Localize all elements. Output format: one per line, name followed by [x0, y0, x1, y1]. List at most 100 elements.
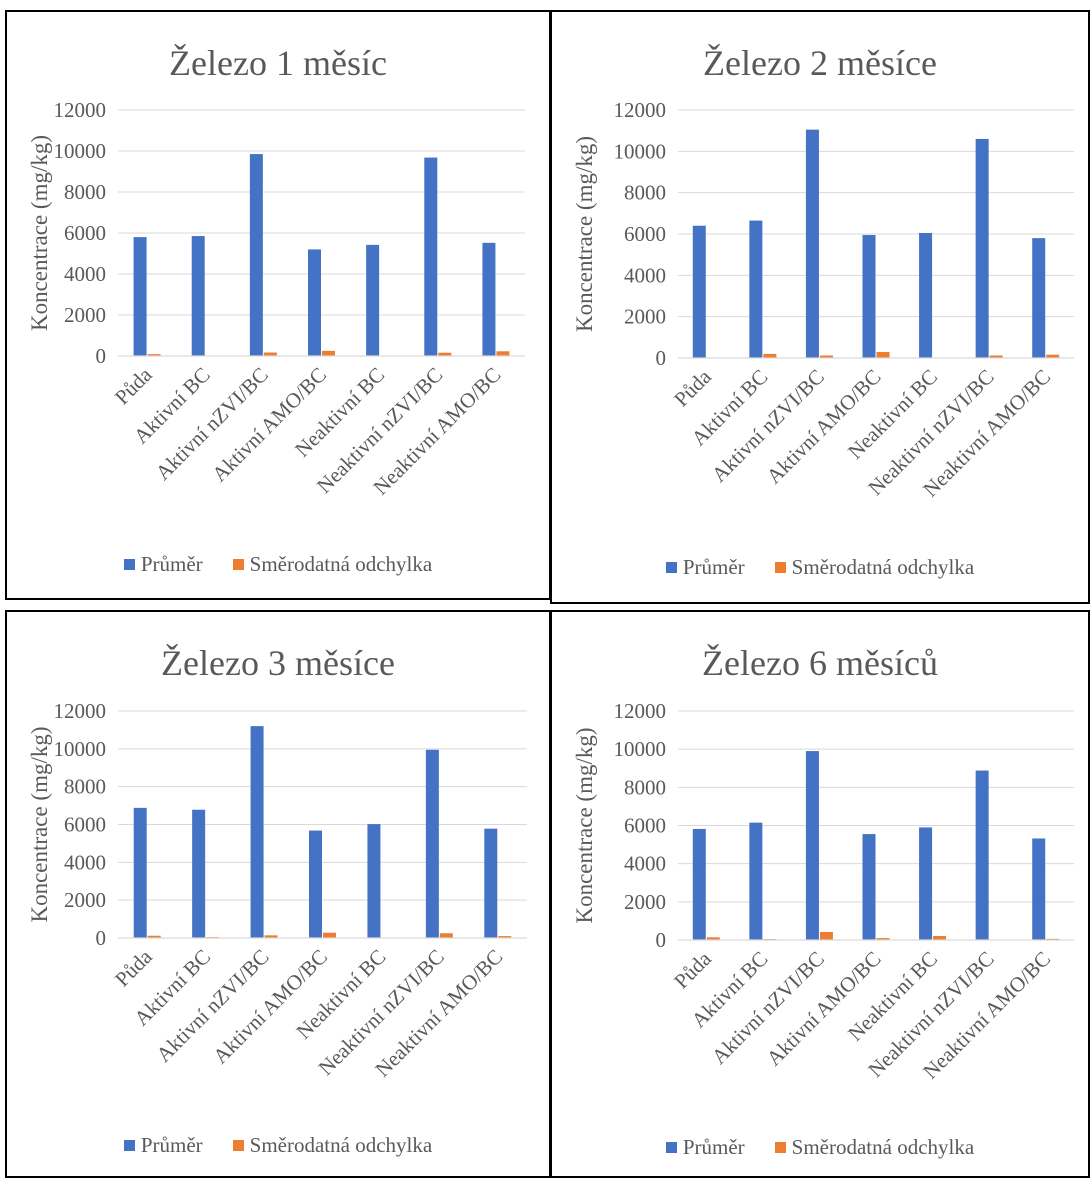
bar-mean	[805, 129, 819, 358]
legend-label-mean: Průměr	[682, 555, 745, 579]
bar-sd	[498, 936, 512, 938]
bar-sd	[322, 350, 335, 356]
bar-mean	[862, 235, 876, 358]
bar-mean	[749, 822, 763, 940]
legend-label-mean: Průměr	[140, 1133, 203, 1157]
y-tick-label: 4000	[64, 850, 106, 874]
legend-item-mean: Průměr	[123, 552, 203, 577]
legend-swatch-sd	[774, 562, 786, 573]
bar-sd	[147, 354, 161, 356]
legend-label-sd: Směrodatná odchylka	[249, 552, 433, 576]
bar-sd	[819, 931, 833, 940]
y-tick-label: 10000	[614, 737, 667, 761]
bar-sd	[819, 355, 833, 358]
legend-item-mean: Průměr	[123, 1133, 203, 1158]
bar-sd	[1046, 354, 1060, 358]
y-tick-label: 6000	[64, 221, 106, 245]
y-tick-label: 8000	[64, 775, 106, 799]
y-tick-label: 10000	[54, 737, 107, 761]
bar-mean	[424, 157, 438, 356]
y-axis-label: Koncentrace (mg/kg)	[27, 726, 52, 922]
chart-title: Železo 3 měsíce	[161, 643, 395, 683]
bar-mean	[749, 220, 763, 358]
y-tick-label: 6000	[64, 813, 106, 837]
bar-mean	[805, 751, 819, 940]
legend-swatch-mean	[123, 1140, 135, 1151]
x-tick-label: Půda	[669, 364, 716, 411]
bar-mean	[975, 770, 989, 940]
legend-item-mean: Průměr	[665, 1135, 745, 1160]
y-axis-label: Koncentrace (mg/kg)	[572, 136, 597, 332]
legend-item-mean: Průměr	[665, 555, 745, 580]
legend-label-sd: Směrodatná odchylka	[249, 1133, 433, 1157]
chart-panel-1: Železo 1 měsíc 0 2000 4000 6000 8000 10000 120…	[5, 10, 551, 600]
x-tick-label: Půda	[669, 946, 716, 993]
chart-legend: Průměr Směrodatná odchylka	[552, 555, 1088, 580]
legend-label-mean: Průměr	[682, 1135, 745, 1159]
legend-swatch-sd	[774, 1142, 786, 1153]
y-tick-label: 10000	[614, 139, 667, 163]
legend-label-mean: Průměr	[140, 552, 203, 576]
bar-mean	[249, 154, 263, 356]
y-tick-label: 12000	[614, 699, 667, 723]
chart-legend: Průměr Směrodatná odchylka	[552, 1135, 1088, 1160]
y-tick-label: 2000	[64, 888, 106, 912]
y-tick-label: 0	[96, 344, 107, 368]
bar-sd	[706, 937, 720, 940]
legend-label-sd: Směrodatná odchylka	[791, 1135, 975, 1159]
bar-mean	[975, 138, 989, 358]
bar-mean	[366, 244, 380, 356]
bar-mean	[367, 824, 381, 938]
bar-mean	[133, 807, 147, 938]
bar-sd	[876, 352, 890, 358]
bar-sd	[439, 933, 453, 938]
legend-item-sd: Směrodatná odchylka	[232, 1133, 433, 1158]
y-tick-label: 4000	[624, 852, 666, 876]
bar-mean	[692, 828, 706, 940]
bar-mean	[919, 232, 933, 358]
legend-label-sd: Směrodatná odchylka	[791, 555, 975, 579]
y-tick-label: 12000	[614, 98, 667, 122]
chart-panel-2: Železo 2 měsíce 0 2000 4000 6000 8000 10000 12…	[550, 10, 1090, 604]
bar-mean	[250, 726, 264, 938]
bar-mean	[484, 828, 498, 938]
bar-mean	[308, 249, 321, 356]
bar-mean	[192, 809, 206, 938]
y-axis-label: Koncentrace (mg/kg)	[27, 135, 52, 331]
x-tick-label: Půda	[110, 362, 157, 409]
bar-sd	[496, 351, 510, 356]
legend-item-sd: Směrodatná odchylka	[232, 552, 433, 577]
legend-item-sd: Směrodatná odchylka	[774, 555, 975, 580]
y-tick-label: 12000	[54, 98, 107, 122]
y-tick-label: 0	[96, 926, 107, 950]
y-tick-label: 4000	[624, 263, 666, 287]
y-axis-label: Koncentrace (mg/kg)	[572, 727, 597, 923]
y-tick-label: 0	[656, 928, 667, 952]
bar-mean	[425, 749, 439, 938]
y-tick-label: 2000	[64, 303, 106, 327]
chart-panel-4: Železo 6 měsíců 0 2000 4000 6000 8000 10000 12…	[550, 610, 1090, 1178]
bar-mean	[191, 236, 205, 356]
legend-swatch-sd	[232, 1140, 244, 1151]
legend-item-sd: Směrodatná odchylka	[774, 1135, 975, 1160]
bar-sd	[989, 355, 1003, 358]
y-tick-label: 0	[656, 346, 667, 370]
chart-title: Železo 1 měsíc	[169, 43, 387, 83]
bar-sd	[323, 932, 336, 938]
y-tick-label: 2000	[624, 890, 666, 914]
y-tick-label: 8000	[624, 181, 666, 205]
legend-swatch-mean	[665, 562, 677, 573]
bar-sd	[263, 352, 277, 356]
bar-mean	[133, 237, 147, 356]
bar-mean	[692, 225, 706, 358]
bar-mean	[1032, 838, 1046, 940]
bar-sd	[264, 935, 278, 938]
bar-sd	[763, 353, 777, 358]
legend-swatch-mean	[123, 559, 135, 570]
bar-mean	[919, 827, 933, 940]
bar-sd	[147, 935, 161, 938]
legend-swatch-mean	[665, 1142, 677, 1153]
